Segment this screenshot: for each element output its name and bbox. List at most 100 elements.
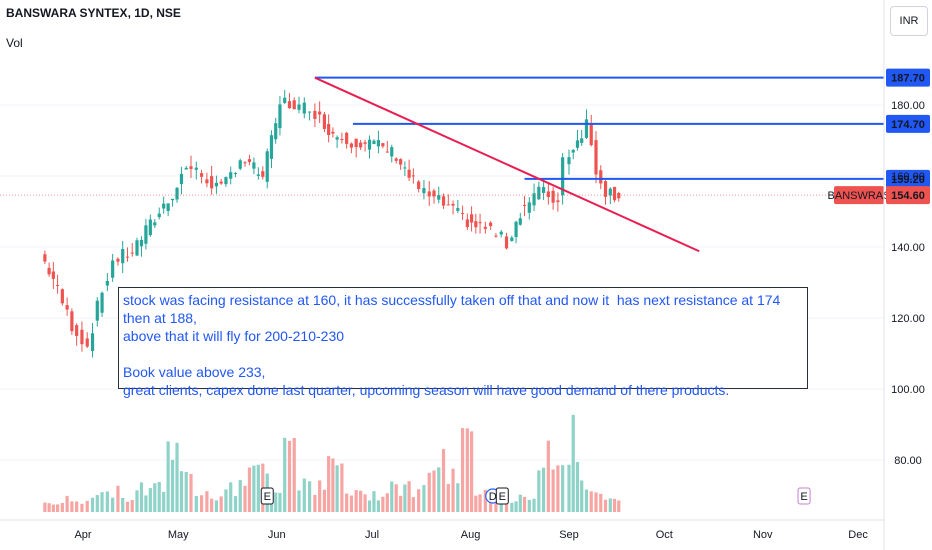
volume-bar [95, 495, 99, 512]
candle-body [432, 190, 436, 197]
candle-body [199, 173, 204, 177]
candle-body [292, 100, 296, 110]
candle-body [214, 182, 219, 187]
volume-bar [580, 480, 584, 512]
candle-body [390, 147, 394, 157]
candle-body [422, 188, 426, 194]
volume-bar [460, 428, 465, 512]
volume-bar [85, 500, 89, 512]
candle-body [318, 111, 322, 115]
volume-bar [256, 464, 260, 512]
volume-bar [116, 485, 120, 512]
candle-body [238, 160, 242, 169]
symbol-title: BANSWARA SYNTEX, 1D, NSE [6, 6, 181, 20]
volume-bar [340, 463, 344, 512]
volume-bar [100, 492, 104, 512]
y-tick-label: 180.00 [891, 100, 925, 112]
candle-body [243, 162, 247, 164]
resistance-price-label: 187.70 [891, 73, 925, 85]
candle-body [417, 181, 421, 189]
volume-label: Vol [6, 36, 23, 50]
candle-body [494, 235, 498, 237]
volume-bar [561, 465, 565, 512]
volume-bar [166, 441, 170, 512]
candle-body [327, 124, 331, 136]
volume-bar [474, 495, 478, 512]
candle-body [60, 289, 64, 304]
volume-bar [537, 470, 541, 512]
candle-body [575, 140, 580, 148]
volume-bar [612, 498, 617, 512]
candle-body [589, 123, 593, 146]
trendline[interactable] [314, 76, 700, 253]
currency-button[interactable]: INR [890, 6, 928, 36]
volume-bar [121, 497, 125, 512]
candle-body [527, 202, 531, 213]
candle-body [451, 203, 455, 206]
candle-body [541, 187, 546, 193]
volume-bar [80, 503, 84, 512]
volume-bar [233, 496, 238, 512]
candle-body [359, 142, 363, 148]
volume-bar [47, 503, 51, 512]
candle-body [219, 181, 223, 184]
candle-body [608, 188, 612, 196]
candle-body [47, 267, 51, 275]
volume-bar [510, 502, 514, 512]
candle-body [85, 338, 89, 347]
event-marker-label: D [489, 491, 497, 503]
volume-bar [205, 491, 209, 512]
candle-body [170, 198, 175, 201]
volume-bar [199, 495, 204, 512]
candle-body [194, 167, 198, 170]
candle-body [43, 254, 47, 262]
x-tick-label: Jul [365, 529, 379, 541]
earnings-marker-icon[interactable] [797, 487, 811, 505]
volume-bar [179, 471, 184, 512]
candle-body [287, 101, 292, 109]
candle-body [274, 123, 278, 140]
candle-body [229, 172, 233, 179]
x-tick-label: May [168, 529, 189, 541]
candle-body [261, 171, 265, 177]
candle-body [603, 181, 608, 197]
earnings-marker-icon[interactable] [260, 487, 274, 505]
volume-bar [274, 492, 278, 512]
candle-body [514, 221, 518, 238]
x-tick-label: Jun [268, 529, 286, 541]
volume-bar [546, 440, 550, 512]
volume-bar [589, 491, 593, 512]
candle-body [135, 240, 139, 256]
volume-bar [327, 456, 331, 512]
volume-bar [478, 494, 482, 512]
candle-body [594, 140, 598, 175]
candle-body [269, 135, 274, 159]
volume-bar [90, 497, 95, 512]
volume-bar [252, 465, 256, 512]
volume-bar [184, 471, 188, 512]
earnings-marker-icon[interactable] [495, 487, 509, 505]
event-marker-label: E [800, 491, 807, 503]
candle-body [313, 110, 317, 119]
candle-body [175, 187, 179, 200]
volume-bar [456, 483, 460, 512]
volume-bar [608, 498, 612, 512]
candle-body [166, 203, 170, 211]
candle-body [474, 221, 478, 228]
y-tick-label: 80.00 [894, 455, 922, 467]
candle-body [465, 219, 469, 227]
volume-bar [130, 500, 134, 512]
volume-bar [422, 485, 426, 512]
x-tick-label: Oct [656, 529, 673, 541]
analysis-note[interactable]: stock was facing resistance at 160, it h… [118, 287, 808, 398]
candle-body [322, 114, 327, 129]
candle-body [184, 167, 188, 170]
volume-bar [441, 449, 446, 512]
candle-body [283, 97, 287, 103]
candle-body [256, 174, 260, 176]
candle-body [162, 203, 166, 209]
volume-bar [594, 492, 598, 512]
volume-bar [210, 498, 214, 512]
volume-bar [617, 500, 621, 512]
